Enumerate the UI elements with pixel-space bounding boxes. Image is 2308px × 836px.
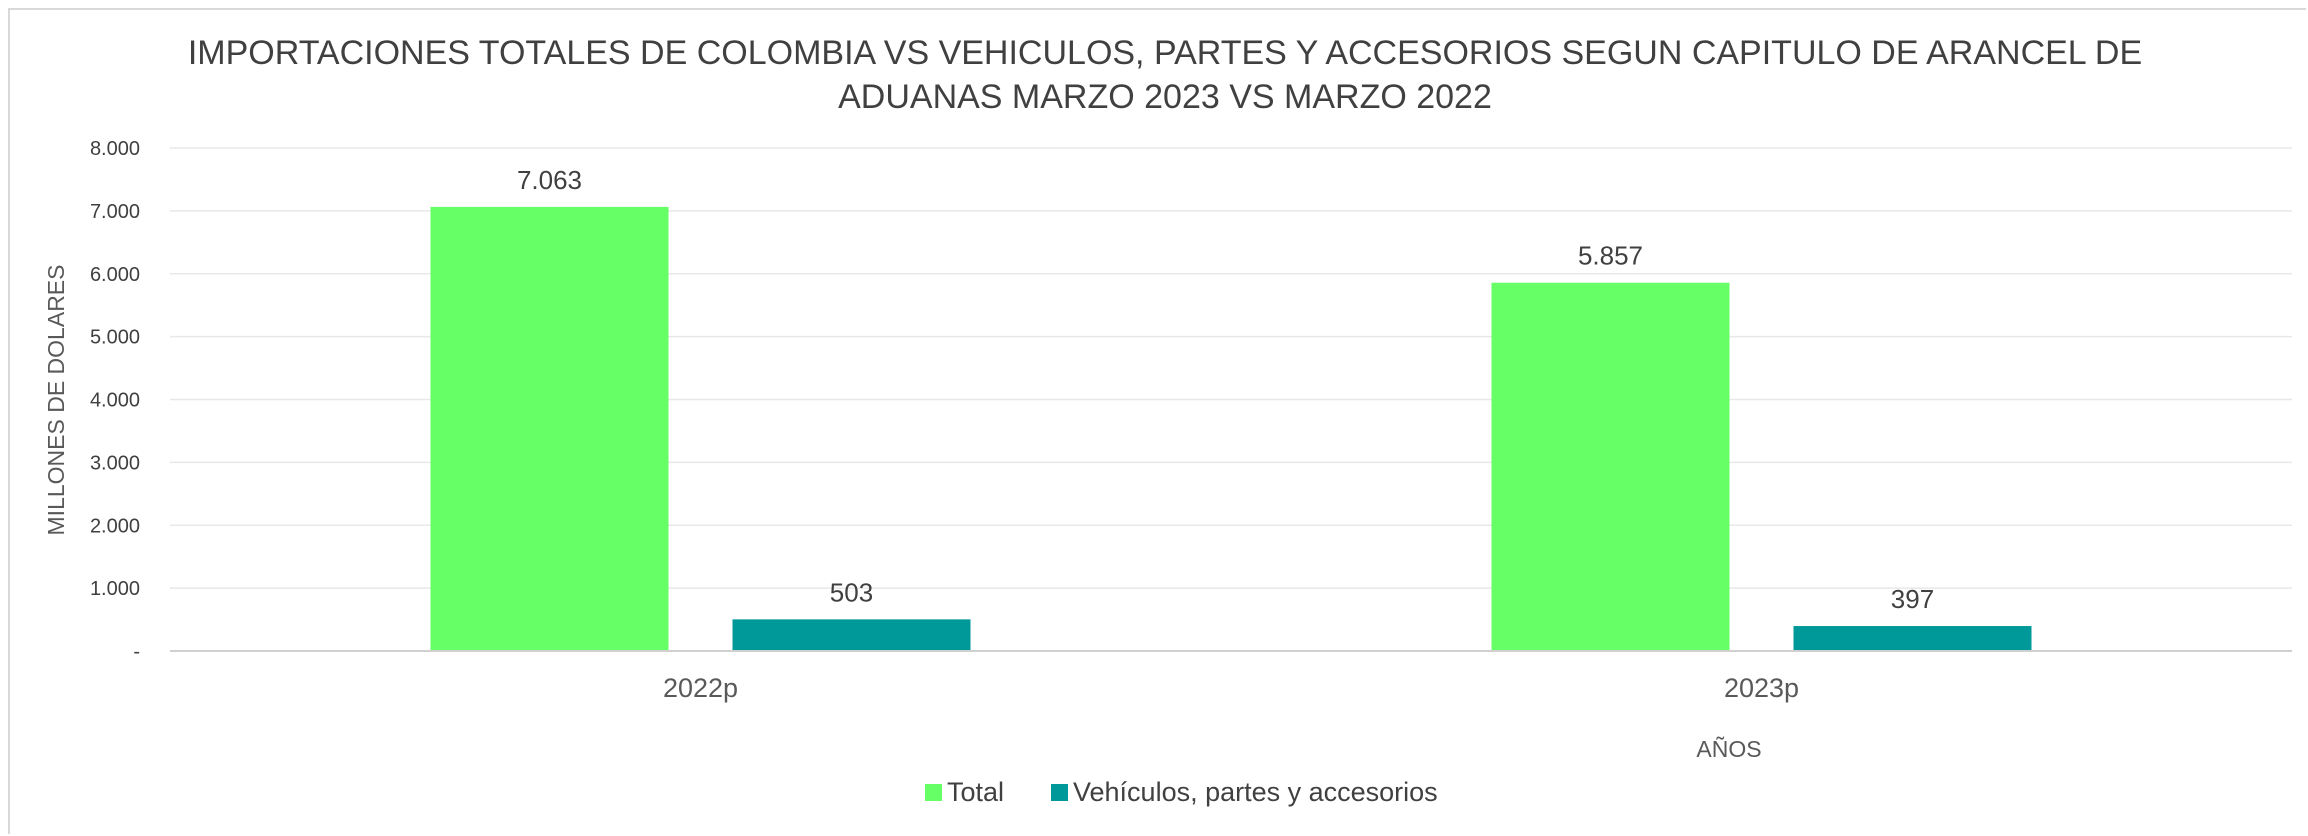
- legend-label-total: Total: [947, 777, 1004, 807]
- y-tick-label: 8.000: [90, 138, 140, 160]
- data-label: 5.857: [1578, 241, 1643, 271]
- data-label: 397: [1891, 584, 1934, 614]
- legend: Total Vehículos, partes y accesorios: [925, 777, 1438, 807]
- bar-vehiculos-2022p: [732, 619, 971, 651]
- y-axis-ticks: - 1.000 2.000 3.000 4.000 5.000 6.000 7.000 8.00…: [90, 138, 140, 663]
- x-category-label: 2022p: [663, 673, 738, 703]
- legend-swatch-vehiculos: [1051, 784, 1068, 801]
- chart-title-line-1: IMPORTACIONES TOTALES DE COLOMBIA VS VEH…: [188, 34, 2142, 72]
- legend-swatch-total: [925, 784, 942, 801]
- y-tick-label: -: [133, 641, 140, 663]
- y-tick-label: 3.000: [90, 452, 140, 474]
- y-tick-label: 2.000: [90, 515, 140, 537]
- bars: [430, 206, 2032, 651]
- data-label: 503: [830, 577, 873, 607]
- y-tick-label: 4.000: [90, 390, 140, 412]
- bar-total-2022p: [430, 206, 669, 651]
- data-labels: 7.063 503 5.857 397: [517, 165, 1934, 614]
- x-category-label: 2023p: [1724, 673, 1799, 703]
- x-axis-categories: 2022p 2023p: [663, 673, 1799, 703]
- y-tick-label: 1.000: [90, 578, 140, 600]
- y-tick-label: 7.000: [90, 201, 140, 223]
- chart-frame: [8, 8, 2306, 834]
- chart-title-line-2: ADUANAS MARZO 2023 VS MARZO 2022: [838, 78, 1492, 116]
- legend-label-vehiculos: Vehículos, partes y accesorios: [1073, 777, 1438, 807]
- y-tick-label: 6.000: [90, 264, 140, 286]
- x-axis-title: AÑOS: [1696, 736, 1761, 762]
- data-label: 7.063: [517, 165, 582, 195]
- y-tick-label: 5.000: [90, 327, 140, 349]
- y-axis-title: MILLONES DE DOLARES: [43, 265, 69, 536]
- bar-total-2023p: [1491, 282, 1730, 651]
- bar-vehiculos-2023p: [1793, 626, 2032, 651]
